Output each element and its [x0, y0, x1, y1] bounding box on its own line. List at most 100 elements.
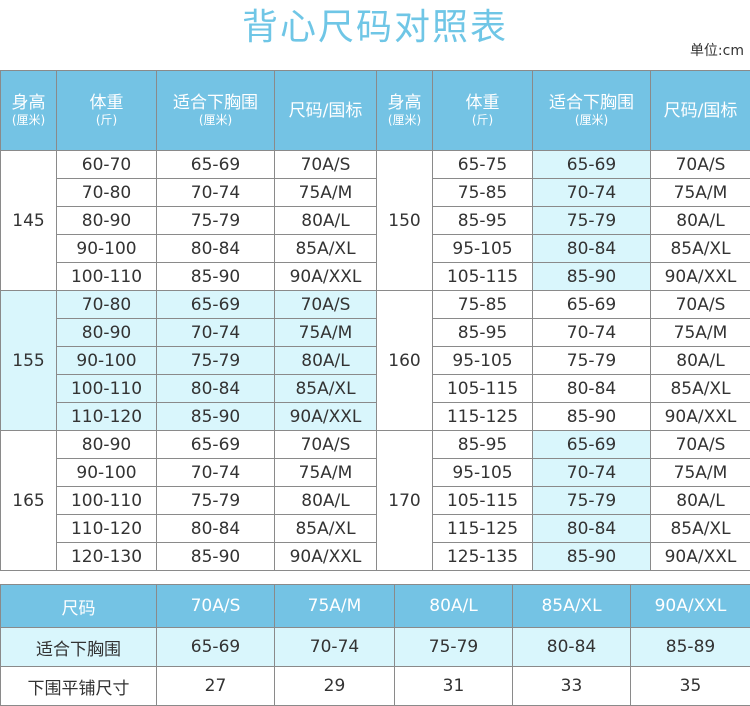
bust-cell: 75-79 [533, 347, 651, 375]
size-row-label: 尺码 [1, 585, 157, 628]
bust-cell: 80-84 [157, 235, 275, 263]
size-cell: 75A/M [651, 319, 750, 347]
weight-cell: 110-120 [57, 403, 157, 431]
weight-cell: 75-85 [433, 179, 533, 207]
size-cell: 70A/S [651, 291, 750, 319]
weight-cell: 110-120 [57, 515, 157, 543]
bust-row-label: 适合下胸围 [1, 628, 157, 667]
size-cell: 80A/L [651, 487, 750, 515]
bust-cell: 75-79 [157, 487, 275, 515]
bust-cell: 80-84 [157, 375, 275, 403]
size-cell: 75A/M [275, 459, 377, 487]
bust-cell: 65-69 [157, 431, 275, 459]
weight-cell: 105-115 [433, 487, 533, 515]
header-bust: 适合下胸围(厘米) [157, 71, 275, 151]
bust-cell: 70-74 [157, 179, 275, 207]
size-cell: 70A/S [275, 291, 377, 319]
weight-cell: 100-110 [57, 263, 157, 291]
bust-cell: 65-69 [157, 628, 275, 667]
size-cell: 85A/XL [651, 375, 750, 403]
bust-cell: 65-69 [533, 291, 651, 319]
size-measurement-table: 尺码 70A/S 75A/M 80A/L 85A/XL 90A/XXL 适合下胸… [0, 584, 750, 706]
bust-cell: 75-79 [533, 487, 651, 515]
header-bust: 适合下胸围(厘米) [533, 71, 651, 151]
size-cell: 70A/S [275, 151, 377, 179]
page-title: 背心尺码对照表 [0, 6, 750, 50]
bust-cell: 70-74 [157, 459, 275, 487]
bust-cell: 85-90 [157, 543, 275, 571]
bust-cell: 80-84 [157, 515, 275, 543]
size-cell: 80A/L [651, 207, 750, 235]
bust-cell: 65-69 [157, 151, 275, 179]
weight-cell: 105-115 [433, 263, 533, 291]
weight-cell: 100-110 [57, 375, 157, 403]
weight-cell: 75-85 [433, 291, 533, 319]
size-cell: 90A/XXL [631, 585, 750, 628]
height-cell: 145 [1, 151, 57, 291]
bust-cell: 75-79 [533, 207, 651, 235]
flat-cell: 35 [631, 667, 750, 706]
header-height: 身高(厘米) [1, 71, 57, 151]
bust-cell: 85-89 [631, 628, 750, 667]
bust-cell: 85-90 [533, 543, 651, 571]
bust-cell: 65-69 [157, 291, 275, 319]
unit-label: 单位:cm [690, 42, 744, 60]
bust-cell: 70-74 [533, 179, 651, 207]
bust-cell: 65-69 [533, 151, 651, 179]
size-cell: 75A/M [275, 319, 377, 347]
height-cell: 150 [377, 151, 433, 291]
header-weight: 体重(斤) [433, 71, 533, 151]
size-cell: 80A/L [275, 347, 377, 375]
bust-cell: 75-79 [395, 628, 513, 667]
bust-row: 适合下胸围 65-69 70-74 75-79 80-84 85-89 [1, 628, 750, 667]
size-row: 尺码 70A/S 75A/M 80A/L 85A/XL 90A/XXL [1, 585, 750, 628]
bust-cell: 70-74 [157, 319, 275, 347]
size-cell: 75A/M [275, 179, 377, 207]
flat-row-label: 下围平铺尺寸 [1, 667, 157, 706]
size-cell: 90A/XXL [651, 263, 750, 291]
size-cell: 80A/L [395, 585, 513, 628]
bust-cell: 80-84 [513, 628, 631, 667]
bust-cell: 80-84 [533, 375, 651, 403]
weight-cell: 120-130 [57, 543, 157, 571]
size-cell: 75A/M [651, 179, 750, 207]
weight-cell: 90-100 [57, 459, 157, 487]
weight-cell: 125-135 [433, 543, 533, 571]
weight-cell: 95-105 [433, 347, 533, 375]
height-cell: 165 [1, 431, 57, 571]
bust-cell: 85-90 [533, 263, 651, 291]
size-cell: 75A/M [651, 459, 750, 487]
table-header-row: 身高(厘米) 体重(斤) 适合下胸围(厘米) 尺码/国标 身高(厘米) 体重(斤… [1, 71, 750, 151]
header-size: 尺码/国标 [651, 71, 750, 151]
weight-cell: 95-105 [433, 235, 533, 263]
size-cell: 70A/S [651, 431, 750, 459]
weight-cell: 70-80 [57, 291, 157, 319]
weight-cell: 85-95 [433, 207, 533, 235]
weight-cell: 70-80 [57, 179, 157, 207]
size-cell: 80A/L [275, 207, 377, 235]
weight-cell: 100-110 [57, 487, 157, 515]
bust-cell: 85-90 [533, 403, 651, 431]
flat-cell: 29 [275, 667, 395, 706]
header-weight: 体重(斤) [57, 71, 157, 151]
weight-cell: 85-95 [433, 431, 533, 459]
bust-cell: 70-74 [533, 459, 651, 487]
weight-cell: 80-90 [57, 431, 157, 459]
header-height: 身高(厘米) [377, 71, 433, 151]
size-cell: 90A/XXL [275, 543, 377, 571]
size-chart-table: 身高(厘米) 体重(斤) 适合下胸围(厘米) 尺码/国标 身高(厘米) 体重(斤… [0, 70, 750, 571]
weight-cell: 60-70 [57, 151, 157, 179]
bust-cell: 80-84 [533, 235, 651, 263]
size-cell: 85A/XL [651, 235, 750, 263]
